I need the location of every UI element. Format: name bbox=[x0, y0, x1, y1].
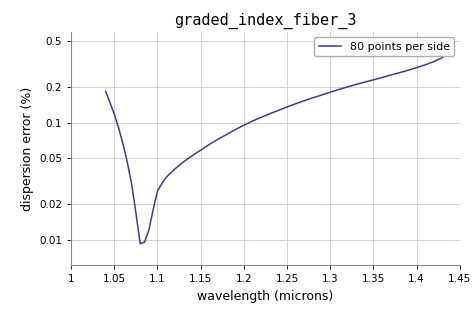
80 points per side bbox=[103, 89, 109, 93]
80 points per side bbox=[185, 157, 191, 161]
80 points per side bbox=[137, 242, 143, 246]
Line: 80 points per side: 80 points per side bbox=[106, 49, 451, 244]
80 points per side bbox=[301, 99, 307, 103]
X-axis label: wavelength (microns): wavelength (microns) bbox=[197, 290, 334, 303]
80 points per side bbox=[422, 63, 428, 67]
80 points per side bbox=[120, 142, 126, 146]
Title: graded_index_fiber_3: graded_index_fiber_3 bbox=[174, 13, 357, 29]
Y-axis label: dispersion error (%): dispersion error (%) bbox=[20, 86, 34, 211]
80 points per side bbox=[224, 133, 229, 137]
80 points per side bbox=[284, 105, 290, 109]
Legend: 80 points per side: 80 points per side bbox=[314, 37, 454, 56]
80 points per side bbox=[448, 47, 454, 51]
